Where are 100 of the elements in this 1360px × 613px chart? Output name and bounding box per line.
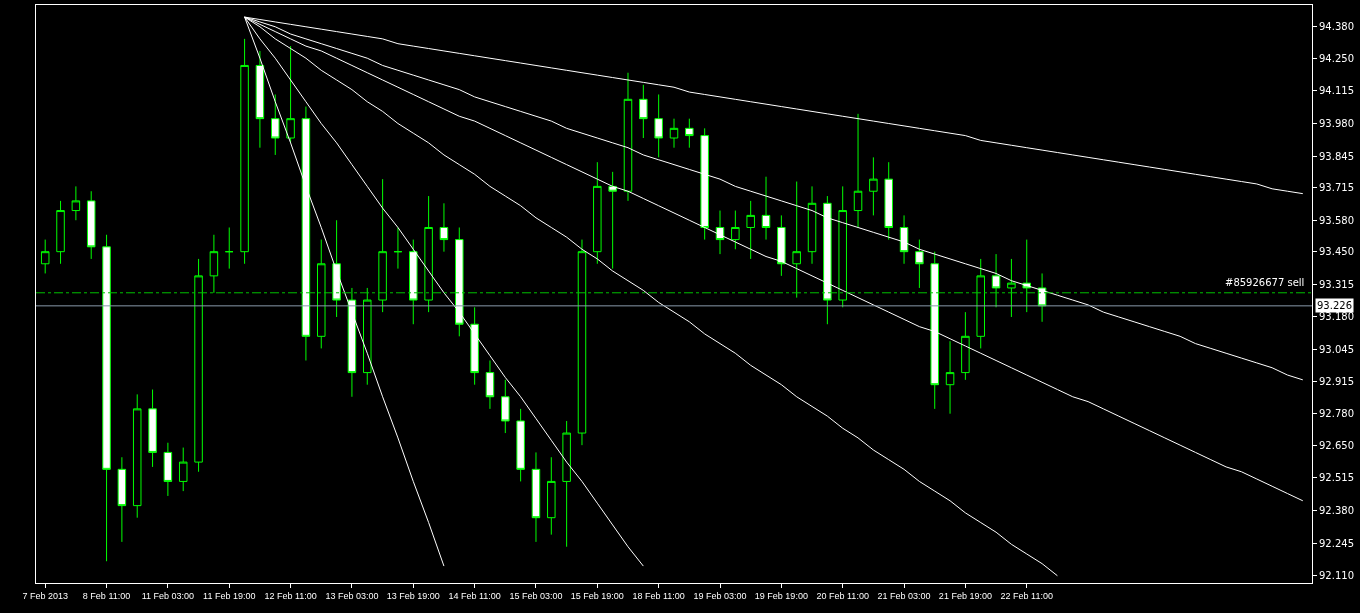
candlestick	[255, 50, 265, 149]
candlestick	[56, 200, 65, 265]
candlestick	[853, 113, 863, 228]
y-tick-label: 92.245	[1319, 537, 1354, 549]
candlestick	[40, 239, 50, 274]
candlestick	[1007, 258, 1016, 318]
candlestick	[286, 45, 295, 144]
candlestick	[332, 219, 341, 318]
candlestick	[869, 156, 878, 216]
candlestick	[363, 287, 372, 386]
candlestick	[102, 234, 111, 562]
candlestick	[761, 176, 771, 241]
candlestick	[224, 226, 234, 270]
candlestick	[654, 93, 663, 158]
y-tick-label: 92.380	[1319, 504, 1354, 516]
x-tick-label: 19 Feb 19:00	[754, 590, 808, 601]
candlestick	[1022, 239, 1031, 313]
y-tick-label: 92.915	[1319, 375, 1354, 387]
candlestick	[378, 178, 387, 313]
candlestick	[884, 161, 893, 241]
candlestick	[685, 118, 694, 149]
candlestick	[455, 226, 464, 337]
candlestick	[669, 118, 679, 149]
x-tick-label: 14 Feb 11:00	[448, 590, 501, 601]
y-tick-label: 93.315	[1319, 278, 1354, 290]
candlestick	[945, 340, 955, 415]
x-tick-label: 22 Feb 11:00	[1000, 590, 1053, 601]
candlestick	[132, 393, 142, 519]
candlestick	[899, 214, 909, 265]
y-tick-label: 92.515	[1319, 472, 1354, 484]
candlestick	[1037, 272, 1047, 323]
candlestick	[531, 451, 541, 543]
y-tick-label: 92.650	[1319, 439, 1354, 451]
candlestick	[194, 258, 203, 473]
candlestick	[700, 127, 709, 241]
x-tick-label: 15 Feb 03:00	[509, 590, 563, 601]
candlestick	[424, 195, 433, 313]
y-tick-label: 92.110	[1319, 570, 1354, 582]
x-tick-label: 21 Feb 03:00	[877, 590, 931, 601]
candlestick	[240, 38, 249, 265]
x-tick-label: 18 Feb 11:00	[632, 590, 685, 601]
x-tick-label: 13 Feb 03:00	[325, 590, 379, 601]
candlestick	[976, 258, 985, 349]
candlestick	[516, 408, 525, 482]
candlestick	[470, 306, 479, 386]
candlestick	[439, 202, 449, 253]
x-tick-label: 11 Feb 19:00	[203, 590, 256, 601]
y-tick-label: 93.845	[1319, 150, 1354, 162]
candlestick	[71, 185, 81, 221]
candlestick	[317, 239, 326, 349]
candlestick	[961, 311, 970, 381]
candlestick	[547, 456, 556, 536]
x-tick-label: 21 Feb 19:00	[938, 590, 992, 601]
y-tick-label: 93.450	[1319, 246, 1354, 258]
x-tick-label: 11 Feb 03:00	[141, 590, 195, 601]
y-tick-label: 93.045	[1319, 344, 1354, 356]
x-tick-label: 13 Feb 19:00	[386, 590, 440, 601]
candlestick	[608, 171, 617, 270]
ref-line-label: #85926677 sell	[1225, 277, 1305, 288]
candlestick	[501, 379, 510, 434]
candlestick	[347, 287, 357, 398]
candlestick	[823, 195, 832, 325]
candlestick	[301, 106, 311, 362]
ref-line-label: 93.226	[1317, 300, 1352, 311]
candlestick	[731, 210, 740, 250]
candlestick	[792, 181, 801, 299]
x-tick-label: 7 Feb 2013	[22, 590, 68, 601]
candlestick	[623, 72, 633, 202]
candlestick	[163, 442, 173, 497]
y-tick-label: 94.250	[1319, 52, 1354, 64]
y-tick-label: 93.715	[1319, 182, 1354, 194]
y-tick-label: 93.980	[1319, 118, 1354, 129]
y-tick-label: 93.580	[1319, 214, 1354, 226]
y-tick-label: 93.180	[1319, 311, 1354, 323]
candlestick	[593, 161, 602, 265]
candlestick	[270, 93, 280, 156]
y-tick-label: 94.115	[1319, 85, 1354, 97]
x-tick-label: 20 Feb 11:00	[816, 590, 869, 601]
candlestick	[209, 234, 219, 294]
x-tick-label: 19 Feb 03:00	[693, 590, 747, 601]
candlestick	[485, 360, 495, 410]
candlestick	[562, 420, 571, 548]
candlestick	[915, 239, 924, 289]
candlestick	[577, 239, 587, 446]
candlestick	[409, 239, 418, 325]
candlestick	[715, 210, 725, 255]
candlestick	[117, 456, 127, 543]
x-tick-label: 12 Feb 11:00	[264, 590, 317, 601]
candlestick	[746, 200, 755, 260]
x-tick-label: 8 Feb 11:00	[82, 590, 131, 601]
candlestick	[777, 214, 786, 277]
candlestick	[991, 253, 1001, 308]
candlestick	[838, 185, 847, 308]
candlestick	[86, 190, 96, 260]
y-tick-label: 94.380	[1319, 21, 1354, 33]
candlestick	[148, 389, 157, 468]
y-tick-label: 92.780	[1319, 408, 1354, 420]
candlestick	[807, 185, 817, 265]
candlestick	[639, 84, 648, 139]
x-tick-label: 15 Feb 19:00	[570, 590, 624, 601]
